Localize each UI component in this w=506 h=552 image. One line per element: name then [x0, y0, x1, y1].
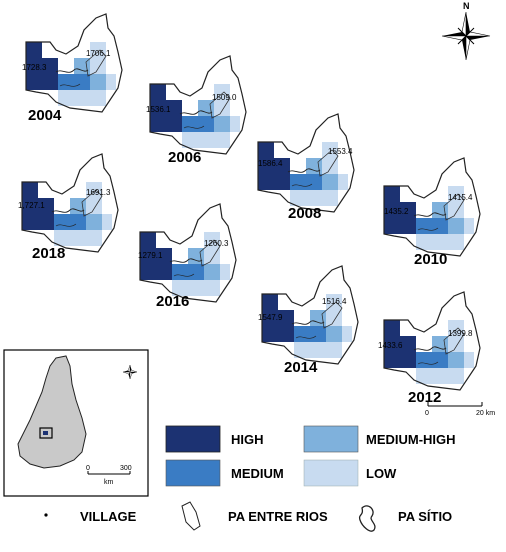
- map-year: 2016: [156, 293, 189, 310]
- map-year: 2006: [168, 149, 201, 166]
- map-panel-2010: 1435.2 1415.4 2010: [383, 157, 481, 268]
- legend-label-medium: MEDIUM: [231, 466, 284, 481]
- map-value-right: 1399.8: [448, 329, 473, 338]
- north-arrow-icon: N: [441, 1, 491, 61]
- scale-start: 0: [425, 410, 429, 417]
- map-value-left: 1,727.1: [18, 201, 45, 210]
- pa-entre-rios-icon: [181, 501, 201, 531]
- inset-north-icon: [122, 364, 138, 380]
- inset-study-area: [39, 427, 53, 439]
- inset-scale-start: 0: [86, 465, 90, 472]
- map-value-left: 1536.1: [146, 105, 171, 114]
- map-panel-2014: 1547.9 1516.4 2014: [258, 265, 359, 376]
- legend-label-medium-high: MEDIUM-HIGH: [366, 432, 456, 447]
- map-value-left: 1279.1: [138, 251, 163, 260]
- legend-swatch-high: [165, 425, 221, 453]
- legend-label-low: LOW: [366, 466, 397, 481]
- map-year: 2014: [284, 359, 318, 376]
- village-dot-icon: [44, 513, 48, 517]
- map-panel-2016: 1279.1 1260.3 2016: [138, 203, 237, 310]
- north-label: N: [463, 1, 470, 11]
- map-year: 2012: [408, 389, 441, 406]
- map-value-right: 1260.3: [204, 239, 229, 248]
- legend-label-pa-entre-rios: PA ENTRE RIOS: [228, 509, 328, 524]
- map-year: 2010: [414, 251, 447, 268]
- legend-swatch-low: [303, 459, 359, 487]
- map-value-right: 1509.0: [212, 93, 237, 102]
- map-value-right: 1415.4: [448, 193, 473, 202]
- inset-scale-unit: km: [104, 479, 114, 486]
- legend-swatch-medium: [165, 459, 221, 487]
- map-panel-2018: 1,727.1 1691.3 2018: [18, 153, 119, 262]
- map-value-left: 1547.9: [258, 313, 283, 322]
- inset-scale-end: 300: [120, 465, 132, 472]
- map-value-left: 1435.2: [384, 207, 409, 216]
- legend-label-high: HIGH: [231, 432, 264, 447]
- map-panel-2004: 1728.3 1706.1 2004: [22, 13, 123, 124]
- map-value-right: 1691.3: [86, 188, 111, 197]
- map-year: 2018: [32, 245, 65, 262]
- inset-map: 0 300 km: [3, 349, 149, 497]
- map-value-right: 1516.4: [322, 297, 347, 306]
- scale-end: 20 km: [476, 410, 495, 417]
- map-panel-2008: 1586.4 1553.4 2008: [257, 113, 355, 222]
- scale-bar: 0 20 km: [425, 402, 495, 417]
- map-value-left: 1728.3: [22, 63, 47, 72]
- map-year: 2004: [28, 107, 62, 124]
- legend-label-village: VILLAGE: [80, 509, 137, 524]
- map-year: 2008: [288, 205, 321, 222]
- pa-sitio-icon: [358, 505, 376, 532]
- legend: HIGH MEDIUM-HIGH MEDIUM LOW VILLAGE PA E…: [44, 425, 456, 532]
- map-value-right: 1706.1: [86, 49, 111, 58]
- map-panel-2006: 1536.1 1509.0 2006: [146, 55, 247, 166]
- map-panel-2012: 1433.6 1399.8 2012: [378, 291, 481, 406]
- map-value-left: 1433.6: [378, 341, 403, 350]
- map-value-right: 1553.4: [328, 147, 353, 156]
- map-value-left: 1586.4: [258, 159, 283, 168]
- inset-state-shape: [17, 355, 87, 469]
- legend-label-pa-sitio: PA SÍTIO: [398, 509, 452, 524]
- legend-swatch-medium-high: [303, 425, 359, 453]
